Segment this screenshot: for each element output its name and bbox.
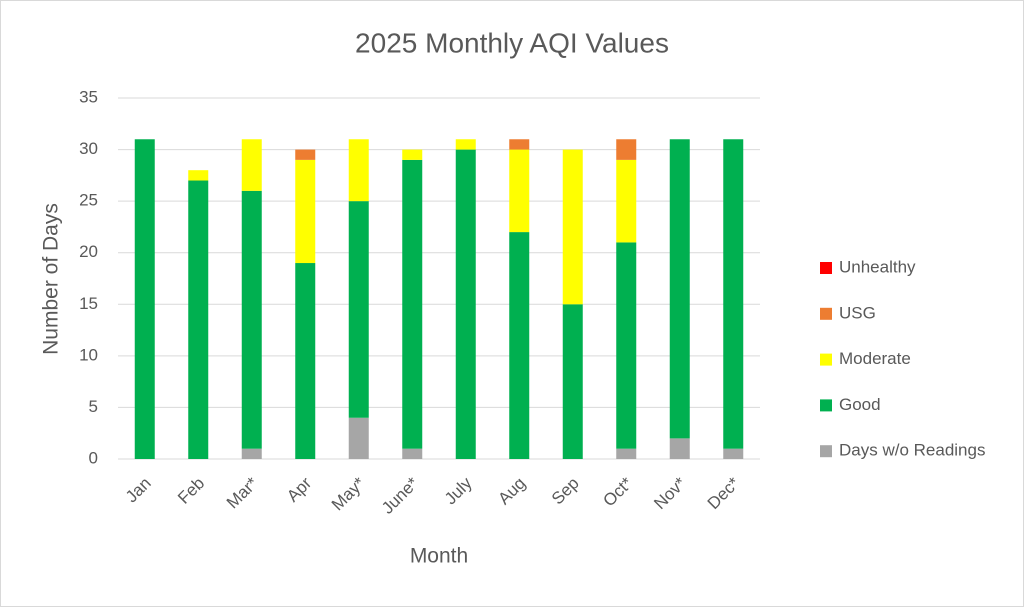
bar-segment <box>669 438 690 459</box>
bar-segment <box>562 149 583 305</box>
bar-segment <box>241 190 262 449</box>
chart-title: 2025 Monthly AQI Values <box>355 27 669 58</box>
bar-segment <box>295 149 316 160</box>
bar-segment <box>402 149 423 160</box>
bar-segment <box>348 201 369 418</box>
bar-segment <box>723 139 744 449</box>
bar-segment <box>616 159 637 243</box>
legend-label: Good <box>839 395 881 414</box>
bar-segment <box>295 159 316 264</box>
bar-segment <box>188 170 209 181</box>
bar-segment <box>134 139 155 459</box>
y-tick-label: 25 <box>79 191 98 210</box>
bar-segment <box>241 139 262 191</box>
legend-swatch <box>820 399 832 412</box>
bar-segment <box>402 159 423 449</box>
bar-segment <box>348 417 369 459</box>
legend-label: Days w/o Readings <box>839 441 985 460</box>
bar-segment <box>509 139 530 150</box>
bar-segment <box>562 304 583 459</box>
legend-swatch <box>820 445 832 458</box>
legend-label: USG <box>839 303 876 322</box>
legend-swatch <box>820 307 832 320</box>
x-axis-title: Month <box>410 545 468 568</box>
y-tick-label: 0 <box>89 448 98 467</box>
bar-segment <box>616 242 637 449</box>
bar-segment <box>348 139 369 202</box>
bar-segment <box>455 139 476 150</box>
legend-swatch <box>820 262 832 274</box>
bar-segment <box>616 139 637 160</box>
bar-segment <box>295 263 316 459</box>
bar-segment <box>509 149 530 233</box>
legend-label: Moderate <box>839 349 911 368</box>
y-axis-title: Number of Days <box>40 203 63 355</box>
bar-segment <box>188 180 209 459</box>
bar-segment <box>616 448 637 459</box>
y-tick-label: 15 <box>79 294 98 313</box>
y-tick-label: 35 <box>79 87 98 106</box>
bar-segment <box>241 448 262 459</box>
legend-swatch <box>820 353 832 366</box>
y-tick-label: 10 <box>79 345 98 364</box>
y-tick-label: 5 <box>89 397 98 416</box>
bar-segment <box>402 448 423 459</box>
y-tick-label: 30 <box>79 139 98 158</box>
bar-segment <box>509 232 530 459</box>
bar-segment <box>669 139 690 439</box>
legend-label: Unhealthy <box>839 257 916 276</box>
y-tick-label: 20 <box>79 242 98 261</box>
bar-segment <box>455 149 476 460</box>
bar-segment <box>723 448 744 459</box>
